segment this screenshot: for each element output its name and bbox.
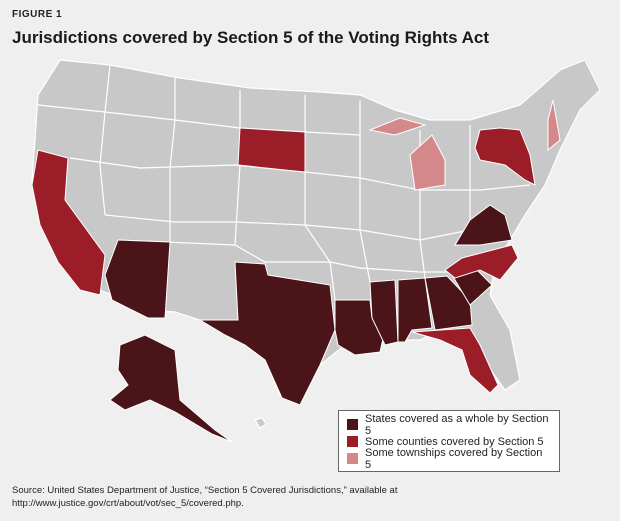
source-line: Source: United States Department of Just… xyxy=(12,485,398,496)
covered-region xyxy=(104,239,171,319)
hawaii xyxy=(254,417,267,429)
covered-region xyxy=(444,244,519,281)
legend-swatch xyxy=(347,453,358,464)
legend-item: Some townships covered by Section 5 xyxy=(347,447,551,471)
covered-region xyxy=(547,99,561,152)
covered-states xyxy=(31,99,561,443)
covered-region xyxy=(368,117,427,136)
covered-region xyxy=(411,327,499,394)
covered-region xyxy=(424,275,473,331)
legend-item: States covered as a whole by Section 5 xyxy=(347,413,551,437)
legend-label: Some townships covered by Section 5 xyxy=(365,446,543,471)
covered-region xyxy=(409,134,446,191)
covered-region xyxy=(369,279,399,346)
state-borders xyxy=(37,64,531,301)
source: Source: United States Department of Just… xyxy=(12,484,397,510)
figure-label: FIGURE 1 xyxy=(12,9,63,20)
map-title: Jurisdictions covered by Section 5 of th… xyxy=(12,28,490,47)
legend: States covered as a whole by Section 5 So… xyxy=(338,410,560,472)
source-line: http://www.justice.gov/crt/about/vot/sec… xyxy=(12,498,244,509)
legend-swatch xyxy=(347,436,358,447)
legend-swatch xyxy=(347,419,358,430)
covered-region xyxy=(237,127,306,173)
covered-region xyxy=(474,127,536,186)
covered-region xyxy=(31,149,106,296)
covered-region xyxy=(109,334,233,443)
legend-item: Some counties covered by Section 5 xyxy=(347,433,551,450)
covered-region xyxy=(334,299,386,356)
covered-region xyxy=(198,261,336,406)
legend-label: States covered as a whole by Section 5 xyxy=(365,412,549,437)
covered-region xyxy=(454,204,513,246)
legend-label: Some counties covered by Section 5 xyxy=(365,435,544,448)
